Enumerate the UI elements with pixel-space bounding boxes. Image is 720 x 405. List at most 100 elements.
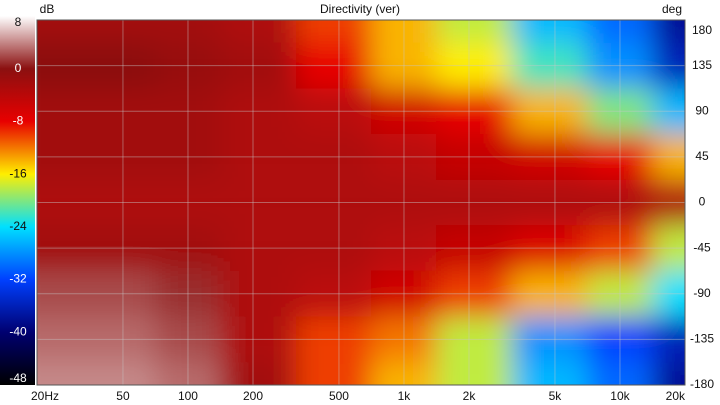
colorbar [0,16,35,385]
y-tick-label: 180 [692,23,712,37]
heat-cell [220,270,296,317]
heat-cell [155,179,221,226]
heat-cell [511,42,588,89]
heat-cell [371,270,437,317]
heat-cell [295,20,372,43]
heat-cell [511,134,588,180]
colorbar-tick-label: -24 [9,219,27,233]
heat-cell [79,134,156,180]
heat-cell [295,362,372,385]
heat-cell [79,179,156,226]
y-axis-label: deg [662,2,682,16]
heat-cell [652,316,685,363]
heat-cell [371,362,437,385]
colorbar-label: dB [40,2,55,16]
x-tick-label: 5k [549,389,563,403]
heat-cell [220,179,296,226]
heat-cell [511,362,588,385]
heat-cell [155,362,221,385]
heat-cell [79,316,156,363]
heat-cell [295,179,372,226]
heat-cell [587,42,653,89]
heat-cell [371,316,437,363]
heat-cell [371,225,437,271]
heat-cell [436,20,512,43]
y-tick-label: 135 [692,58,712,72]
heat-cell [587,316,653,363]
heat-cell [587,20,653,43]
heat-cell [436,362,512,385]
heat-cell [220,362,296,385]
x-tick-label: 500 [329,389,349,403]
heat-cell [37,42,80,89]
heat-cell [79,225,156,271]
heat-cell [652,42,685,89]
heat-cell [295,88,372,135]
plot-frame [36,19,686,386]
heatmap-cells [37,20,685,385]
heat-cell [220,316,296,363]
heat-cell [652,225,685,271]
colorbar-tick-label: -40 [9,324,27,338]
heat-cell [295,270,372,317]
heat-cell [295,134,372,180]
x-tick-label: 20k [666,389,686,403]
heat-cell [220,20,296,43]
x-tick-label: 200 [243,389,263,403]
heat-cell [37,316,80,363]
heat-cell [155,134,221,180]
heat-cell [371,42,437,89]
heat-cell [511,88,588,135]
heat-cell [155,88,221,135]
colorbar-tick-label: -48 [9,371,27,385]
heat-cell [155,225,221,271]
heat-cell [511,270,588,317]
heat-cell [79,362,156,385]
heat-cell [155,20,221,43]
heat-cell [436,88,512,135]
heat-cell [371,179,437,226]
x-tick-label: 2k [463,389,477,403]
heat-cell [371,134,437,180]
y-tick-label: 0 [699,195,706,209]
y-tick-label: -45 [693,240,711,254]
heat-cell [37,225,80,271]
x-tick-label: 100 [178,389,198,403]
colorbar-tick-label: -32 [9,272,27,286]
heat-cell [220,134,296,180]
heat-cell [436,316,512,363]
heat-cell [652,134,685,180]
heat-cell [511,20,588,43]
heat-cell [220,42,296,89]
heat-cell [511,179,588,226]
heat-cell [652,270,685,317]
heat-cell [511,316,588,363]
heat-cell [371,88,437,135]
heatmap [37,20,685,385]
heat-cell [587,134,653,180]
y-tick-label: 90 [695,103,709,117]
heat-cell [587,270,653,317]
heat-cell [587,362,653,385]
heat-cell [587,88,653,135]
colorbar-tick-label: -16 [9,166,27,180]
x-tick-label: 10k [610,389,630,403]
heat-cell [37,88,80,135]
heat-cell [79,270,156,317]
x-tick-label: 50 [116,389,130,403]
heat-cell [652,179,685,226]
heat-cell [37,179,80,226]
chart-title: Directivity (ver) [320,2,400,16]
heat-cell [37,270,80,317]
colorbar-tick-label: -8 [13,114,24,128]
heat-cell [436,42,512,89]
colorbar-tick-label: 0 [15,61,22,75]
heat-cell [79,42,156,89]
x-tick-label: 1k [398,389,412,403]
heat-cell [436,134,512,180]
heat-cell [220,88,296,135]
colorbar-tick-label: 8 [15,15,22,29]
heat-cell [587,225,653,271]
heat-cell [587,179,653,226]
